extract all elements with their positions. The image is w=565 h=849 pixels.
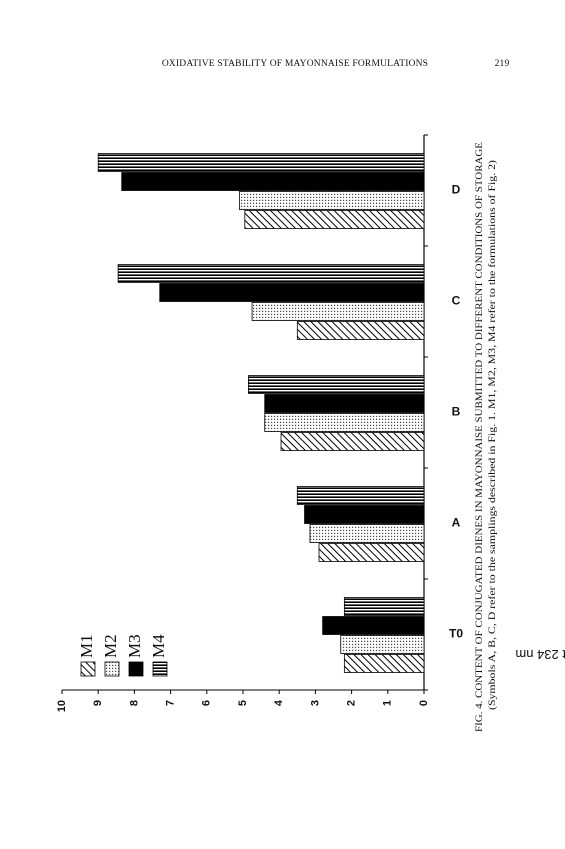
bar bbox=[340, 635, 425, 654]
y-tick-label: 1 bbox=[382, 700, 394, 706]
bar bbox=[97, 153, 425, 172]
y-axis-label: Specific Absorbance at 234 nm bbox=[515, 647, 565, 662]
y-tick-label: 10 bbox=[56, 700, 68, 712]
x-tick-label: B bbox=[452, 405, 461, 419]
bar bbox=[343, 597, 425, 616]
bar bbox=[296, 486, 425, 505]
x-tick-label: C bbox=[452, 294, 461, 308]
bar bbox=[121, 172, 425, 191]
y-tick-label: 4 bbox=[273, 699, 285, 706]
x-tick-label: A bbox=[452, 516, 461, 530]
bar bbox=[251, 302, 425, 321]
y-tick-label: 0 bbox=[418, 700, 430, 706]
bar bbox=[159, 283, 425, 302]
y-tick-label: 8 bbox=[128, 700, 140, 706]
x-tick-label: T0 bbox=[449, 627, 463, 641]
bar bbox=[309, 524, 425, 543]
legend-label: M2 bbox=[101, 634, 120, 658]
legend-label: M4 bbox=[149, 634, 168, 658]
legend-swatch bbox=[152, 661, 168, 677]
chart: 0 1 2 3 4 5 6 7 8 9 10 Specific Absorbance at 234 n… bbox=[56, 134, 565, 712]
bar bbox=[248, 375, 425, 394]
bar bbox=[304, 505, 425, 524]
y-tick-label: 2 bbox=[346, 700, 358, 706]
legend-swatch bbox=[104, 661, 120, 677]
bar bbox=[343, 654, 425, 673]
running-title: OXIDATIVE STABILITY OF MAYONNAISE FORMUL… bbox=[162, 59, 428, 69]
x-tick-label: D bbox=[452, 183, 461, 197]
bar bbox=[264, 413, 425, 432]
legend-swatch bbox=[80, 661, 96, 677]
page-number: 219 bbox=[495, 59, 510, 69]
caption-title: FIG. 4. CONTENT OF CONJUGATED DIENES IN … bbox=[475, 142, 485, 732]
bar bbox=[117, 264, 425, 283]
legend-label: M3 bbox=[125, 634, 144, 658]
legend-label: M1 bbox=[77, 634, 96, 658]
bar bbox=[244, 210, 425, 229]
bar bbox=[264, 394, 425, 413]
bar bbox=[322, 616, 425, 635]
bar bbox=[318, 543, 425, 562]
bar bbox=[296, 321, 425, 340]
caption-note: (Symbols A, B, C, D refer to the samplin… bbox=[487, 160, 498, 710]
legend-swatch bbox=[128, 661, 144, 677]
bar bbox=[280, 432, 425, 451]
y-tick-label: 6 bbox=[201, 700, 213, 706]
y-tick-label: 9 bbox=[92, 700, 104, 706]
y-tick-label: 7 bbox=[165, 700, 177, 706]
bar bbox=[238, 191, 425, 210]
caption: FIG. 4. CONTENT OF CONJUGATED DIENES IN … bbox=[475, 142, 498, 732]
y-tick-label: 3 bbox=[309, 700, 321, 706]
y-tick-label: 5 bbox=[237, 700, 249, 706]
